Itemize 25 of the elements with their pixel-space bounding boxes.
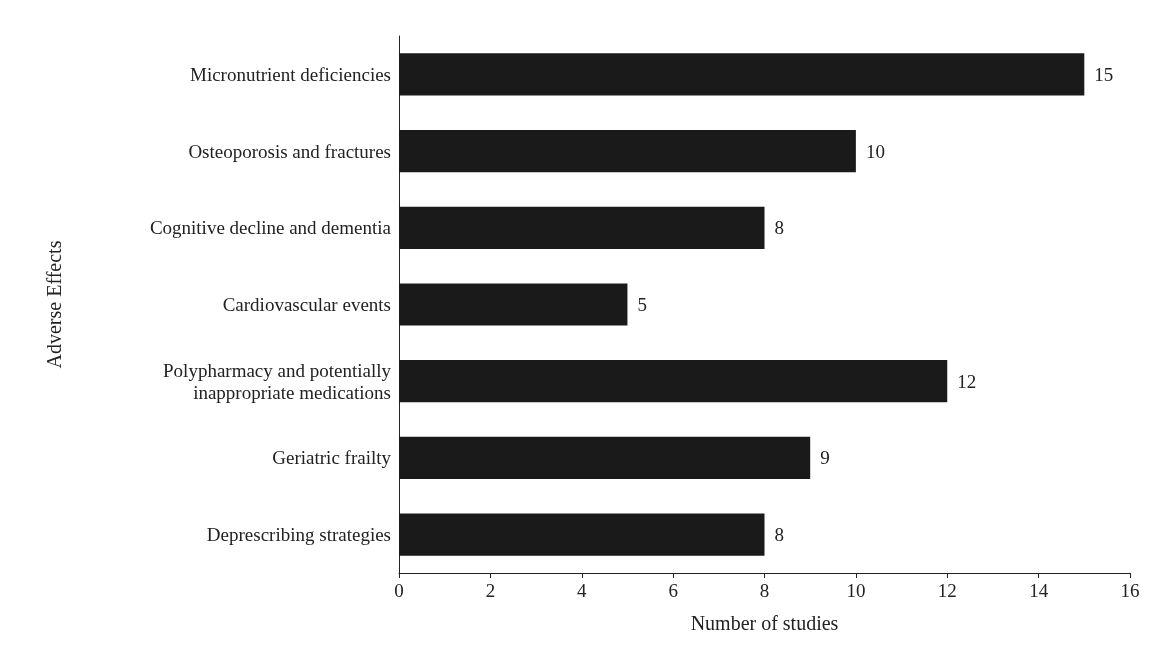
data-label: 8 — [774, 217, 784, 239]
y-tick-label: Micronutrient deficiencies — [189, 63, 391, 85]
x-tick-label: 16 — [1120, 580, 1140, 601]
x-tick-label: 6 — [668, 580, 678, 601]
y-tick-label: Cardiovascular events — [222, 294, 391, 315]
data-label: 9 — [820, 447, 830, 469]
x-axis-title: Number of studies — [690, 612, 839, 634]
y-tick-label: Cognitive decline and dementia — [149, 217, 392, 239]
y-tick-label: Deprescribing strategies — [206, 524, 391, 546]
x-tick-label: 8 — [759, 580, 770, 601]
data-label: 15 — [1094, 63, 1114, 85]
x-tick-label: 4 — [577, 580, 587, 601]
x-tick-label: 2 — [485, 580, 496, 601]
y-tick-label: Osteoporosis and fractures — [188, 140, 391, 162]
data-label: 12 — [957, 370, 977, 392]
x-tick-label: 0 — [394, 580, 404, 601]
y-tick-label: Polypharmacy and potentially inappropriate medications — [163, 359, 392, 403]
data-label: 8 — [774, 524, 784, 546]
y-tick-label: Geriatric frailty — [272, 447, 392, 469]
x-tick-label: 10 — [846, 580, 866, 601]
x-tick-label: 14 — [1029, 580, 1049, 601]
data-label: 5 — [637, 294, 647, 315]
y-axis-title: Adverse Effects — [43, 240, 65, 369]
data-label: 10 — [865, 140, 885, 162]
x-tick-label: 12 — [937, 580, 957, 601]
